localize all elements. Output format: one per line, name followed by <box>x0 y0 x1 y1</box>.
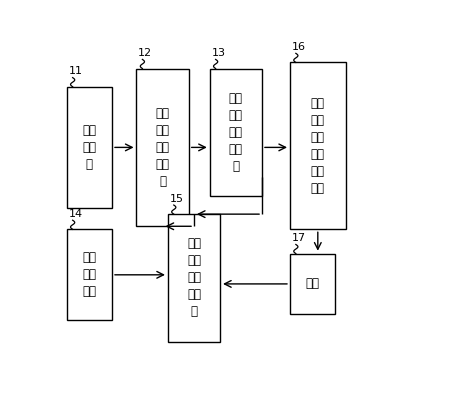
Text: 解复
用数
据缓
行单
元: 解复 用数 据缓 行单 元 <box>229 92 243 173</box>
Bar <box>67 229 112 320</box>
Text: 用户: 用户 <box>306 277 320 290</box>
Text: 12: 12 <box>138 48 153 58</box>
Text: 解复
用资
源管
理单
元: 解复 用资 源管 理单 元 <box>187 237 201 318</box>
Text: 16: 16 <box>292 42 306 52</box>
Text: 解复
用设
备: 解复 用设 备 <box>82 124 96 171</box>
Bar <box>290 62 346 229</box>
Text: 解复
用数
据分
类单
元: 解复 用数 据分 类单 元 <box>156 107 170 188</box>
Text: 11: 11 <box>68 66 82 76</box>
Bar <box>136 69 189 226</box>
Bar <box>67 87 112 208</box>
Text: 13: 13 <box>212 48 225 58</box>
Text: 15: 15 <box>170 193 184 204</box>
Bar <box>168 214 220 342</box>
Text: 参数
设置
单元: 参数 设置 单元 <box>82 251 96 298</box>
Text: 17: 17 <box>292 233 306 243</box>
Bar <box>290 254 335 314</box>
Text: 14: 14 <box>68 209 83 219</box>
Text: 解复
用数
据获
取和
发送
单元: 解复 用数 据获 取和 发送 单元 <box>311 97 325 195</box>
Bar <box>210 69 262 196</box>
